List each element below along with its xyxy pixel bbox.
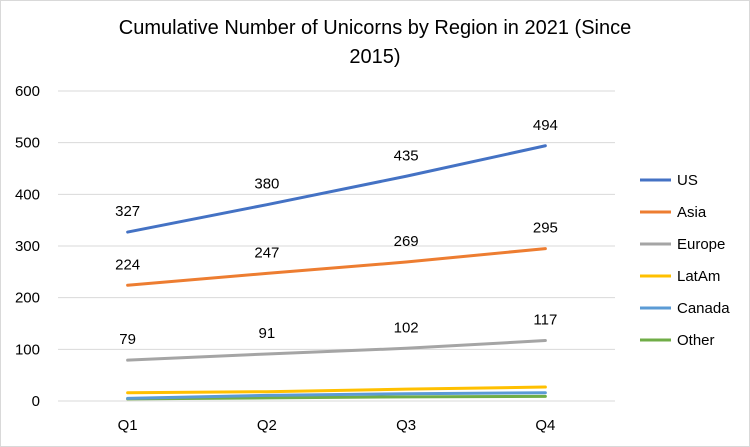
axes: 0 100 200 300 400 500 600 Q1 Q2 Q3 Q4 <box>15 83 615 434</box>
y-tick-label: 0 <box>32 393 40 410</box>
x-tick-label: Q3 <box>396 417 416 434</box>
legend-label: Other <box>677 332 715 349</box>
legend: US Asia Europe LatAm Canada Other <box>640 172 730 349</box>
chart-title-line-2: 2015) <box>349 46 400 68</box>
legend-label: Canada <box>677 300 730 317</box>
x-tick-label: Q4 <box>535 417 555 434</box>
data-label: 91 <box>259 325 276 342</box>
series-line-asia <box>126 247 547 287</box>
legend-label: Europe <box>677 236 725 253</box>
data-label: 269 <box>394 233 419 250</box>
data-label: 327 <box>115 203 140 220</box>
y-tick-label: 500 <box>15 135 40 152</box>
y-tick-label: 400 <box>15 186 40 203</box>
legend-label: LatAm <box>677 268 720 285</box>
data-label: 247 <box>254 244 279 261</box>
y-tick-label: 600 <box>15 83 40 100</box>
series-line-other <box>126 394 547 401</box>
data-label: 117 <box>533 312 557 329</box>
gridlines <box>58 90 615 350</box>
y-tick-label: 200 <box>15 290 40 307</box>
data-label: 224 <box>115 256 140 273</box>
data-label: 494 <box>533 117 558 134</box>
legend-label: Asia <box>677 204 707 221</box>
data-label: 79 <box>119 331 136 348</box>
legend-label: US <box>677 172 698 189</box>
data-labels: 327 380 435 494 224 247 269 295 79 91 102 117 <box>115 117 558 348</box>
y-tick-label: 300 <box>15 238 40 255</box>
series-lines <box>126 144 547 401</box>
data-label: 295 <box>533 220 558 237</box>
series-line-us <box>126 144 547 234</box>
y-tick-label: 100 <box>15 341 40 358</box>
series-line-europe <box>126 339 547 362</box>
series-line-latam <box>126 385 547 395</box>
x-tick-label: Q1 <box>118 417 138 434</box>
chart-title-line-1: Cumulative Number of Unicorns by Region … <box>119 17 631 39</box>
data-label: 435 <box>394 147 419 164</box>
x-tick-label: Q2 <box>257 417 277 434</box>
series-line-canada <box>126 391 547 400</box>
data-label: 380 <box>254 176 279 193</box>
data-label: 102 <box>394 319 419 336</box>
